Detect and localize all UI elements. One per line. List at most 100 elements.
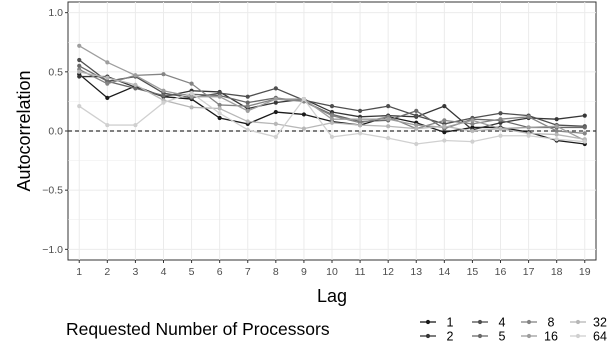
x-axis-title: Lag xyxy=(317,286,347,306)
data-point xyxy=(161,88,166,93)
data-point xyxy=(273,134,278,140)
data-point xyxy=(245,108,250,113)
x-tick-label: 11 xyxy=(355,266,366,278)
legend-label: 32 xyxy=(593,316,607,330)
legend-key-point xyxy=(575,333,581,339)
data-point xyxy=(301,126,307,131)
data-point xyxy=(414,126,419,131)
data-point xyxy=(245,127,250,132)
legend-key-point xyxy=(425,319,431,325)
x-tick-label: 7 xyxy=(245,266,251,278)
x-tick-label: 10 xyxy=(326,266,338,278)
data-point xyxy=(498,117,503,122)
data-point xyxy=(442,138,447,143)
data-point xyxy=(189,94,194,99)
data-point xyxy=(554,117,559,122)
data-point xyxy=(526,125,531,130)
data-point xyxy=(357,131,363,136)
data-point xyxy=(582,139,587,144)
data-point xyxy=(386,117,391,122)
data-point xyxy=(329,113,335,118)
x-tick-label: 17 xyxy=(523,266,535,278)
data-point xyxy=(386,104,391,109)
legend-item-32: 32 xyxy=(570,316,607,330)
data-point xyxy=(217,115,222,121)
data-point xyxy=(189,81,194,86)
x-tick-label: 9 xyxy=(301,266,307,278)
data-point xyxy=(470,118,475,123)
data-point xyxy=(105,122,110,128)
legend-item-5: 5 xyxy=(472,330,506,344)
x-tick-label: 5 xyxy=(189,266,195,278)
legend-label: 16 xyxy=(544,330,558,344)
data-point xyxy=(470,128,475,134)
data-point xyxy=(414,113,419,118)
data-point xyxy=(245,119,250,124)
data-point xyxy=(105,75,110,80)
data-point xyxy=(189,105,194,110)
data-point xyxy=(77,43,82,48)
data-point xyxy=(442,118,447,123)
data-point xyxy=(105,60,110,65)
x-tick-label: 1 xyxy=(76,266,82,278)
legend-key-point xyxy=(575,319,581,325)
data-point xyxy=(498,133,503,138)
legend-item-8: 8 xyxy=(521,316,555,330)
data-point xyxy=(189,91,194,96)
legend-label: 2 xyxy=(447,330,454,344)
data-point xyxy=(77,74,82,79)
y-axis-title: Autocorrelation xyxy=(14,70,34,191)
legend-label: 4 xyxy=(499,316,506,330)
series-32 xyxy=(77,69,587,142)
data-point xyxy=(329,134,335,140)
legend-label: 1 xyxy=(447,316,454,330)
data-point xyxy=(105,81,110,86)
data-point xyxy=(414,141,419,147)
legend-key-point xyxy=(526,333,532,339)
x-tick-label: 14 xyxy=(438,266,450,278)
data-point xyxy=(554,124,559,129)
y-tick-label: 0.5 xyxy=(48,66,63,78)
data-point xyxy=(470,121,475,126)
data-point xyxy=(77,104,82,109)
x-tick-label: 13 xyxy=(410,266,422,278)
data-point xyxy=(554,137,559,142)
legend-key-point xyxy=(477,333,483,339)
data-point xyxy=(498,126,503,131)
data-point xyxy=(217,106,222,111)
legend-item-4: 4 xyxy=(472,316,506,330)
legend-label: 64 xyxy=(593,330,607,344)
series-group xyxy=(77,43,587,147)
data-point xyxy=(161,93,166,98)
y-tick-label: −1.0 xyxy=(42,244,63,256)
x-tick-label: 12 xyxy=(382,266,394,278)
data-point xyxy=(386,136,391,141)
data-point xyxy=(582,125,587,130)
x-tick-label: 4 xyxy=(161,266,167,278)
data-point xyxy=(133,73,138,78)
data-point xyxy=(357,108,363,113)
data-point xyxy=(357,117,363,122)
data-point xyxy=(301,112,307,117)
data-point xyxy=(77,63,82,69)
x-axis-ticks: 1 2 3 4 5 6 7 8 9 10 11 12 13 14 15 16 17 18 19 xyxy=(76,260,591,278)
x-tick-label: 15 xyxy=(467,266,479,278)
data-point xyxy=(554,128,559,134)
data-point xyxy=(526,114,531,119)
legend: Requested Number of Processors 12 45 816 32… xyxy=(66,316,607,344)
data-point xyxy=(273,96,278,102)
data-point xyxy=(386,124,391,129)
data-point xyxy=(217,111,222,116)
data-point xyxy=(245,94,250,99)
legend-key-point xyxy=(425,333,431,339)
data-point xyxy=(77,69,82,74)
legend-title: Requested Number of Processors xyxy=(66,319,330,339)
data-point xyxy=(357,122,363,128)
y-tick-label: 1.0 xyxy=(48,7,63,19)
legend-item-1: 1 xyxy=(420,316,454,330)
y-tick-label: −0.5 xyxy=(42,185,63,197)
x-tick-label: 6 xyxy=(217,266,223,278)
data-point xyxy=(414,108,419,113)
